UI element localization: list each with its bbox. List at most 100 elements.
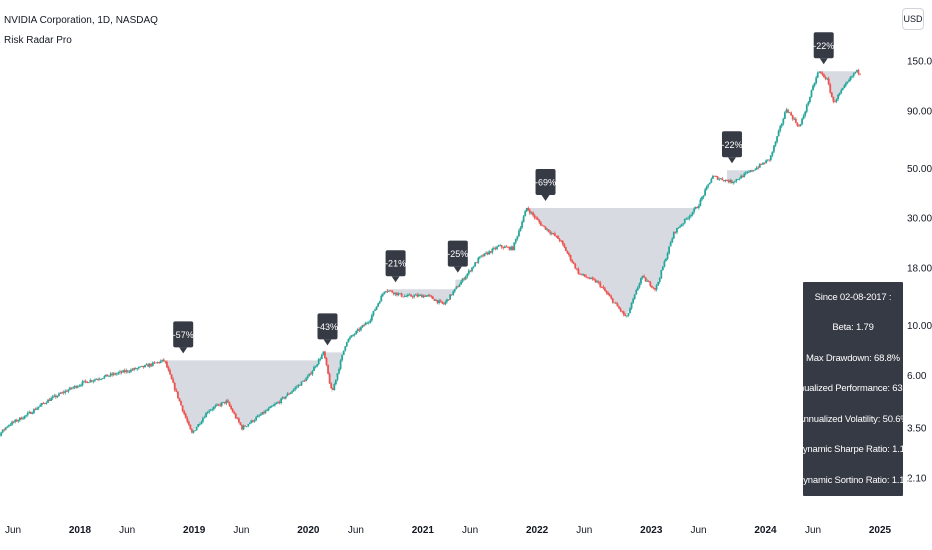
candle [641,275,644,280]
candle [799,123,802,127]
candle [11,420,13,426]
candle [668,246,671,255]
y-tick-label: 150.00 [907,57,932,68]
candle [231,407,234,413]
candle [591,276,594,281]
candle [535,216,538,220]
candle [665,257,667,262]
candle [640,277,642,286]
candle [453,288,456,294]
candle [503,245,506,249]
candle [344,346,347,352]
candle [733,180,736,184]
drawdown-area-6 [727,170,761,182]
candle [83,380,85,384]
candle [319,357,322,362]
drawdown-label-text: -21% [385,259,406,269]
candle [345,341,348,347]
candle [676,227,678,235]
candle [67,388,70,394]
candle [155,362,157,364]
candle [571,258,574,264]
candle [702,195,705,200]
x-tick-label: 2018 [69,525,92,536]
candle [299,384,301,386]
candle [203,415,206,419]
candle [837,93,839,101]
candle [313,365,315,371]
candle [422,294,425,299]
candle [708,182,711,185]
candle [519,226,522,232]
candle [277,400,279,404]
candle [588,276,591,280]
candle [455,285,458,290]
candle [375,306,378,311]
candle [544,226,547,231]
candle [602,285,605,290]
candle [572,261,575,265]
candle [250,419,253,424]
candle [699,197,702,207]
candle [533,213,536,220]
time-axis: Jun 2018 Jun 2019 Jun 2020 Jun 2021 Jun 2022 Jun 20… [5,525,892,536]
candle [363,323,365,327]
candle [219,402,222,408]
candle [838,92,841,97]
currency-button[interactable]: USD [902,8,924,30]
candle [707,183,710,189]
candle [381,292,384,297]
candle [804,110,807,118]
candle [31,411,34,415]
candle [325,357,328,366]
candle [334,379,337,386]
candle [718,177,721,182]
candle [564,246,567,252]
y-tick-label: 6.00 [907,371,927,382]
candle [749,169,752,173]
candle [175,388,178,393]
candle [846,81,849,85]
candle [568,252,570,257]
candle [14,419,17,424]
candle [421,293,423,298]
candle [300,381,303,387]
drawdown-label-7: -22% [813,32,834,65]
candle [691,211,694,217]
candle [145,363,148,366]
candle [741,175,744,178]
candle [84,379,87,384]
candle [148,362,151,369]
candle [672,231,675,240]
candle [486,251,489,256]
indicator-name: Risk Radar Pro [4,35,72,46]
candle [97,377,100,382]
candle [607,291,610,295]
candle [485,251,487,255]
candle [53,394,56,398]
candle [649,281,652,288]
candle [818,71,821,74]
stats-beta: Beta: 1.79 [832,322,874,334]
candle [428,293,431,298]
candle [186,416,189,424]
candle [58,392,60,397]
candle [18,417,21,422]
candle [549,230,552,236]
stats-annualized-volatility: Annualized Volatility: 50.6% [797,413,909,425]
candle [115,372,118,376]
candle [338,367,340,375]
candle [791,114,794,121]
candle [762,161,764,165]
x-tick-label: 2024 [754,525,777,536]
candle [297,384,300,389]
candle [172,377,175,383]
candle [236,416,239,420]
candle [211,407,214,412]
candle [130,368,132,373]
candle [575,268,578,271]
drawdown-label-text: -22% [721,140,742,150]
candle [841,87,844,91]
candle [187,420,190,426]
